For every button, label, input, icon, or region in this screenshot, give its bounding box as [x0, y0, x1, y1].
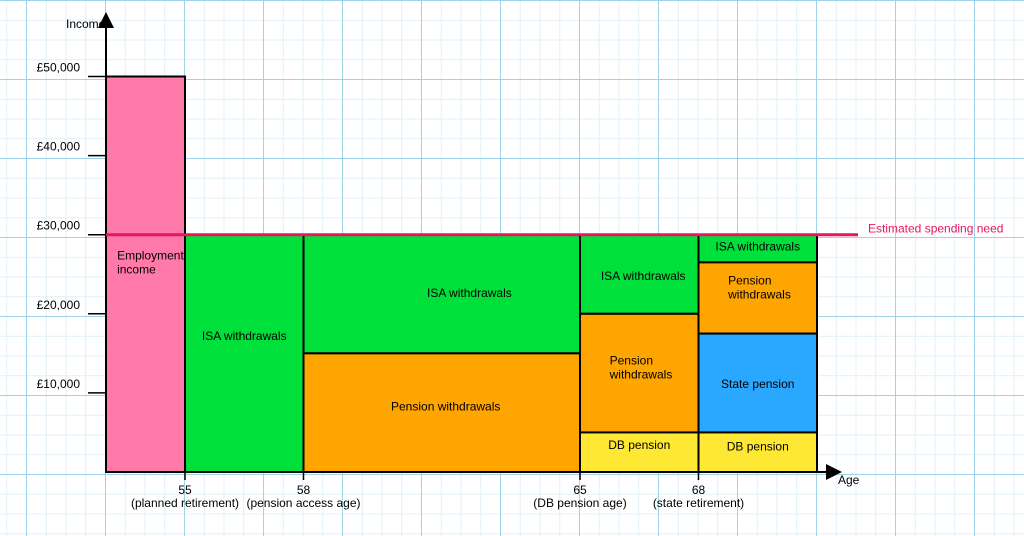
segment-label: Employment income	[117, 248, 184, 276]
x-tick-label: 58	[297, 483, 311, 497]
bar-segment-db	[697, 431, 818, 474]
segment-label: Pension withdrawals	[391, 399, 500, 413]
x-tick-sublabel: (pension access age)	[246, 496, 360, 510]
x-tick-sublabel: (planned retirement)	[131, 496, 239, 510]
x-axis-title: Age	[838, 473, 860, 487]
bar-segment-pension	[302, 352, 581, 474]
segment-label: DB pension	[727, 440, 789, 454]
y-tick-label: £10,000	[37, 377, 81, 391]
x-tick-label: 55	[178, 483, 192, 497]
y-tick-label: £50,000	[37, 61, 81, 75]
segment-label: ISA withdrawals	[427, 286, 512, 300]
bar-segment-isa	[302, 233, 581, 355]
bar-segment-employment	[105, 75, 186, 473]
segment-label: Pension withdrawals	[609, 354, 673, 382]
x-tick-sublabel: (state retirement)	[653, 496, 744, 510]
bar-segment-pension	[697, 261, 818, 335]
x-tick-label: 65	[573, 483, 587, 497]
segment-label: ISA withdrawals	[715, 240, 800, 254]
segment-label: DB pension	[608, 438, 670, 452]
bar-segment-db	[579, 431, 700, 474]
y-tick-label: £30,000	[37, 219, 81, 233]
y-tick-label: £20,000	[37, 298, 81, 312]
x-tick-label: 68	[692, 483, 706, 497]
spending-need-label: Estimated spending need	[868, 222, 1003, 236]
segment-label: ISA withdrawals	[601, 269, 686, 283]
x-tick-sublabel: (DB pension age)	[533, 496, 626, 510]
y-axis-title: Income	[66, 17, 106, 31]
segment-label: ISA withdrawals	[202, 329, 287, 343]
segment-label: State pension	[721, 377, 794, 391]
bar-segment-isa	[184, 233, 305, 473]
y-tick-label: £40,000	[37, 140, 81, 154]
segment-label: Pension withdrawals	[727, 274, 791, 302]
